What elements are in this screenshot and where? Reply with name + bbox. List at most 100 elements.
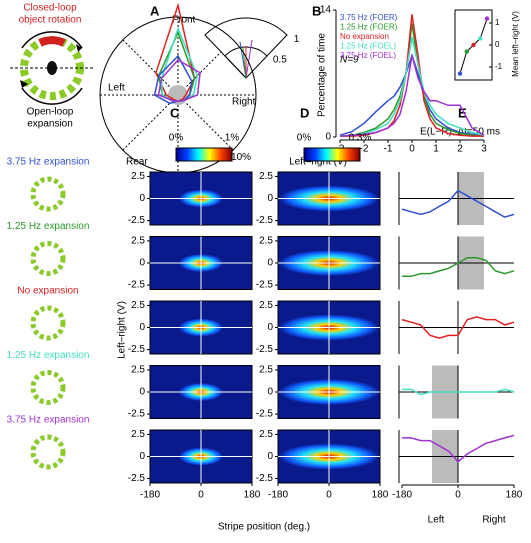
line [401,316,515,339]
stimulus-ring [30,176,66,212]
polar-label: Front [172,15,196,26]
panel-label: A [150,3,160,18]
x-tick-label: 0 [409,144,415,155]
colorbar [175,147,233,162]
panel-label: E [458,105,467,120]
y-tick-label: -2.5 [128,215,146,226]
polar-tick-label: 10% [231,152,251,163]
y-tick-label: 14 [320,5,332,16]
x-tick-label: 0 [326,490,332,501]
y-tick-label: 2.5 [131,236,145,247]
y-tick-label: 0 [495,40,500,49]
y-tick-label: 0 [267,387,273,398]
polar-label: Left [108,83,125,94]
stimulus-ring [30,305,66,341]
line [339,23,485,137]
y-tick-label: -2.5 [128,409,146,420]
region-label: Left [428,515,445,526]
x-tick-label: -180 [392,490,412,501]
y-tick-label: 2.5 [259,171,273,182]
y-tick-label: 0 [139,451,145,462]
legend-note: N=9 [340,55,359,66]
condition-label: 3.75 Hz expansion [7,157,90,168]
panel-label: C [170,105,180,120]
y-tick-label: 0 [139,193,145,204]
x-axis-label: Stripe position (deg.) [218,522,310,533]
colorbar-label: 0.3% [349,133,372,144]
x-tick-label: -180 [140,490,160,501]
condition-label: 3.75 Hz expansion [7,415,90,426]
condition-label: 1.25 Hz expansion [7,221,90,232]
y-tick-label: -2.5 [256,280,274,291]
x-tick-label: 1 [433,144,439,155]
y-tick-label: 2.5 [259,300,273,311]
dot [478,36,483,41]
condition-label: No expansion [17,286,78,297]
y-tick-label: -2.5 [256,473,274,484]
x-tick-label: 180 [244,490,261,501]
x-tick-label: 0 [455,490,461,501]
y-tick-label: 2.5 [131,429,145,440]
y-tick-label: -2.5 [128,344,146,355]
line [339,55,485,137]
x-tick-label: 180 [506,490,523,501]
y-tick-label: 2.5 [131,300,145,311]
x-axis-label: Left–right (V) [289,157,347,168]
x-tick-label: -2 [360,144,369,155]
line [402,256,515,278]
inset-tick-label: 1 [294,34,300,45]
y-tick-label: 1 [495,18,500,27]
legend-entry: 3.75 Hz (FOER) [340,13,398,22]
line [401,189,515,218]
y-tick-label: -2.5 [256,409,274,420]
condition-label: 1.25 Hz expansion [7,350,90,361]
line [402,388,515,396]
region-label: Right [482,515,506,526]
y-tick-label: 0 [139,387,145,398]
y-tick-label: -2.5 [128,280,146,291]
y-tick-label: 2.5 [131,365,145,376]
stimulus-ring [30,370,66,405]
polar-curve [157,58,201,102]
legend-entry: 1.25 Hz (FOEL) [340,42,396,51]
legend-entry: No expansion [340,32,389,41]
polar-label: Right [232,97,256,108]
y-tick-label: 0 [267,193,273,204]
dot [471,42,476,48]
colorbar-label: 0% [297,133,312,144]
x-tick-label: -180 [268,490,288,501]
inset-y-label: Mean left–right (V) [511,11,520,77]
schematic-title: object rotation [19,15,82,26]
y-axis-label: Percentage of time [317,33,328,117]
y-tick-label: 2.5 [131,171,145,182]
line [339,37,485,137]
panel-label: D [300,105,309,120]
y-tick-label: 0 [139,322,145,333]
dot [464,49,469,54]
y-tick-label: -2.5 [128,473,146,484]
schematic-caption: expansion [27,119,73,130]
dot [484,16,490,21]
y-tick-label: 0 [267,322,273,333]
inset-tick-label: 0.5 [273,54,287,65]
y-tick-label: 0 [139,258,145,269]
legend-entry: 1.25 Hz (FOER) [340,23,398,32]
stimulus-ring [30,241,66,276]
polar-label: Rear [126,157,148,168]
x-tick-label: 3 [481,144,487,155]
x-tick-label: 2 [457,144,463,155]
y-axis-label: Left–right (V) [117,301,128,359]
y-tick-label: -1 [495,62,503,71]
schematic [10,31,94,105]
line [402,434,515,463]
y-tick-label: 0 [267,451,273,462]
y-tick-label: 2.5 [259,365,273,376]
y-tick-label: 0 [267,258,273,269]
x-tick-label: 0 [198,490,204,501]
x-tick-label: 180 [372,490,389,501]
colorbar-label: 1% [225,133,240,144]
inset-fan [204,17,288,79]
colorbar [303,147,361,162]
x-tick-label: -1 [384,144,393,155]
